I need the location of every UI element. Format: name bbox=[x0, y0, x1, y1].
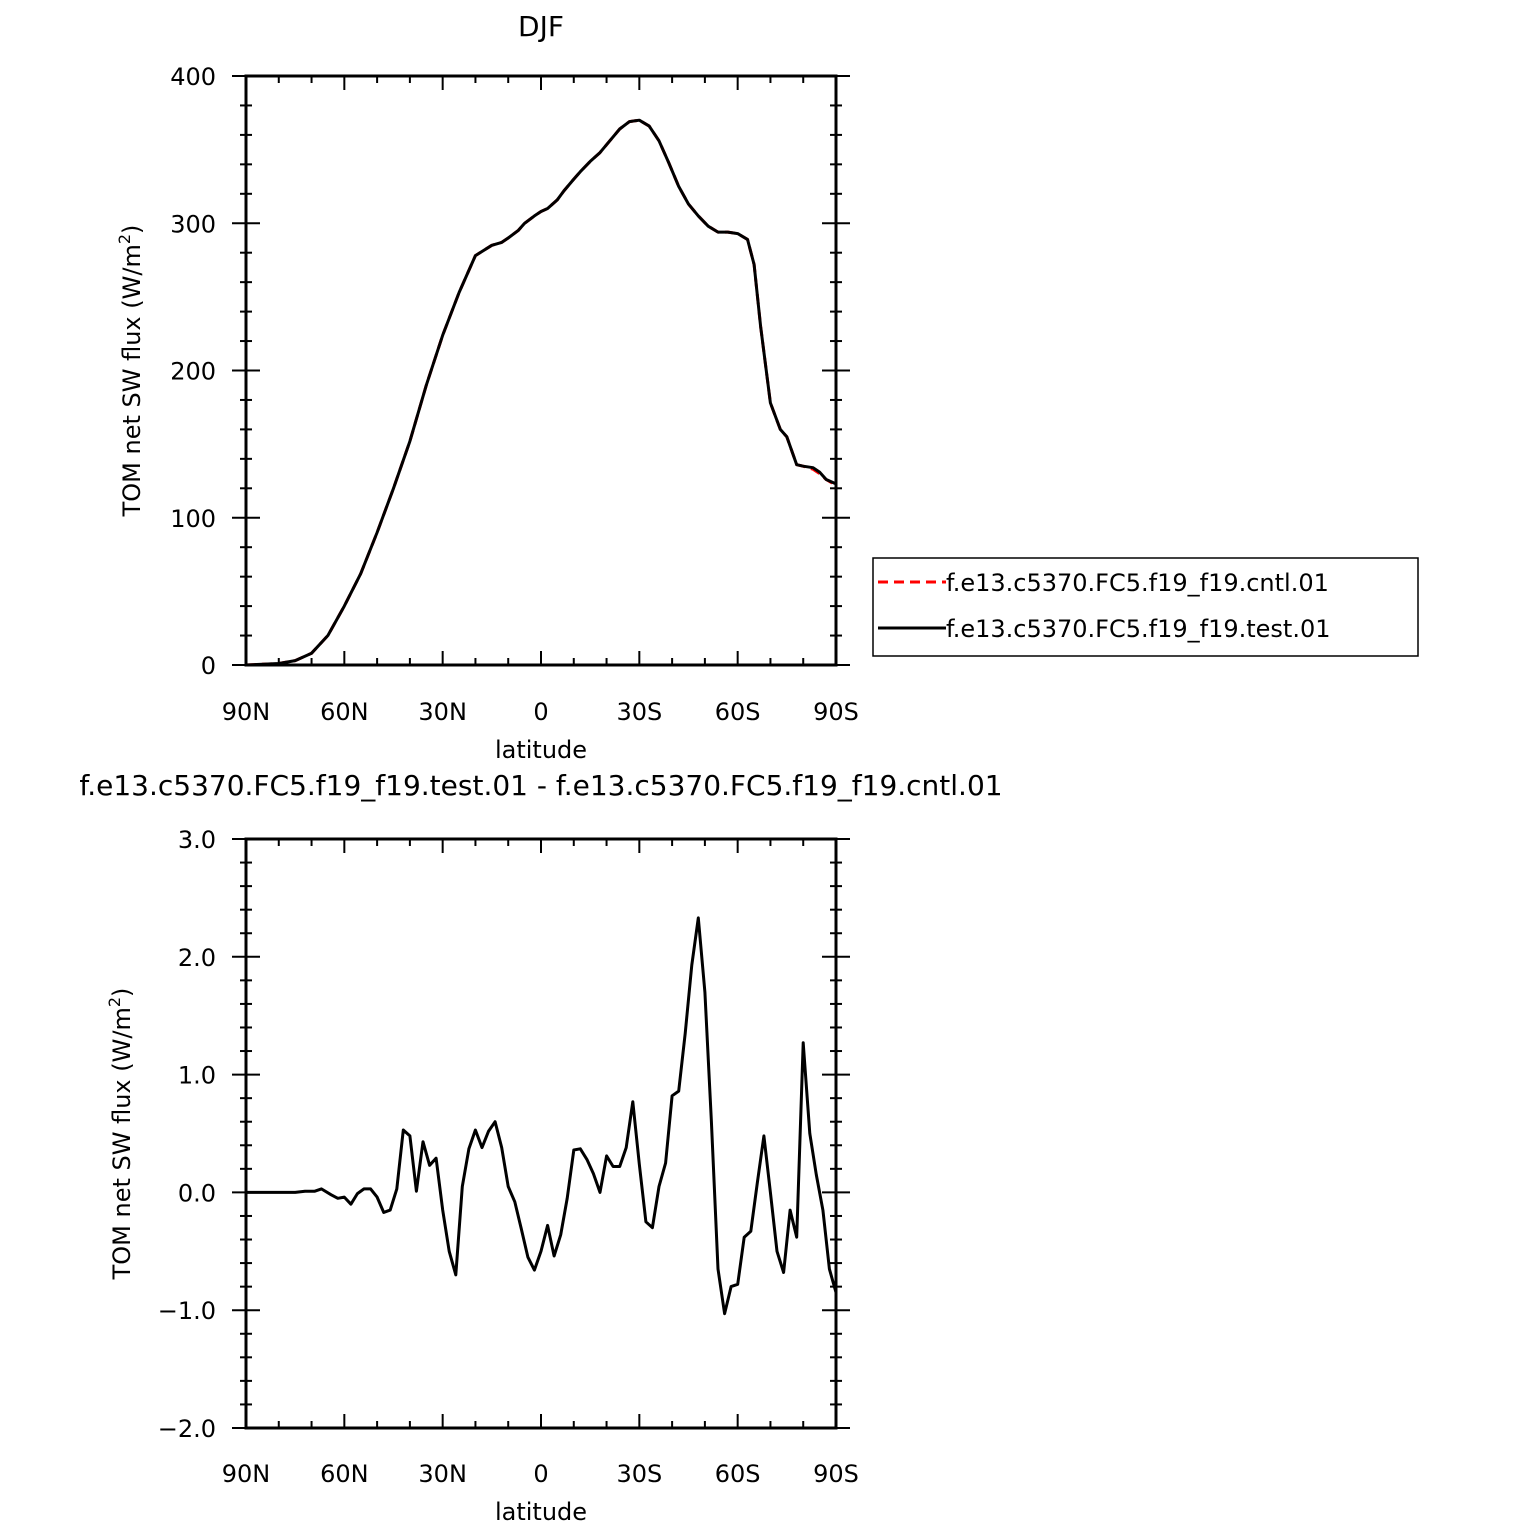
y-axis-label-end: ) bbox=[108, 988, 136, 997]
x-tick-label: 90N bbox=[222, 1460, 271, 1488]
y-axis-label-end: ) bbox=[118, 225, 146, 234]
x-tick-label: 60S bbox=[715, 1460, 761, 1488]
legend-box bbox=[872, 557, 1419, 657]
x-axis-label: latitude bbox=[495, 1498, 587, 1526]
y-axis-label-main: TOM net SW flux (W/m bbox=[108, 1007, 136, 1280]
chart-title: DJF bbox=[518, 10, 564, 43]
y-tick-label: 400 bbox=[170, 63, 216, 91]
y-axis-label: TOM net SW flux (W/m2) bbox=[115, 225, 146, 518]
y-tick-label: −1.0 bbox=[158, 1297, 216, 1325]
x-tick-label: 30N bbox=[418, 1460, 467, 1488]
x-tick-label: 60N bbox=[320, 698, 369, 726]
chart-2: f.e13.c5370.FC5.f19_f19.test.01 - f.e13.… bbox=[79, 769, 1002, 1526]
x-tick-label: 90S bbox=[813, 698, 859, 726]
series-group bbox=[246, 118, 836, 665]
x-tick-label: 30S bbox=[616, 698, 662, 726]
y-axis-label: TOM net SW flux (W/m2) bbox=[105, 988, 136, 1281]
y-axis-label-sup: 2 bbox=[115, 234, 134, 244]
x-axis-label: latitude bbox=[495, 736, 587, 764]
y-tick-label: 0.0 bbox=[178, 1179, 216, 1207]
y-axis-label-main: TOM net SW flux (W/m bbox=[118, 244, 146, 517]
y-axis-label-sup: 2 bbox=[105, 997, 124, 1007]
series-line-1 bbox=[246, 916, 836, 1316]
chart-1: DJF 90N 60N 30N 0 30S 60S 90S 0 100 200 300 400 latit… bbox=[115, 10, 1419, 764]
legend-label-1: f.e13.c5370.FC5.f19_f19.cntl.01 bbox=[946, 569, 1329, 597]
x-tick-label: 30N bbox=[418, 698, 467, 726]
x-tick-label: 0 bbox=[533, 698, 548, 726]
x-tick-label: 60S bbox=[715, 698, 761, 726]
x-tick-label: 90N bbox=[222, 698, 271, 726]
y-tick-label: 200 bbox=[170, 358, 216, 386]
x-tick-label: 0 bbox=[533, 1460, 548, 1488]
y-tick-label: 3.0 bbox=[178, 826, 216, 854]
y-tick-label: 1.0 bbox=[178, 1062, 216, 1090]
y-tick-label: 0 bbox=[201, 652, 216, 680]
y-tick-label: 100 bbox=[170, 505, 216, 533]
legend: f.e13.c5370.FC5.f19_f19.cntl.01 f.e13.c53… bbox=[872, 557, 1419, 657]
chart-title: f.e13.c5370.FC5.f19_f19.test.01 - f.e13.… bbox=[79, 769, 1002, 802]
x-tick-label: 60N bbox=[320, 1460, 369, 1488]
y-tick-label: −2.0 bbox=[158, 1415, 216, 1443]
y-tick-label: 300 bbox=[170, 210, 216, 238]
y-tick-label: 2.0 bbox=[178, 944, 216, 972]
x-tick-label: 30S bbox=[616, 1460, 662, 1488]
legend-label-2: f.e13.c5370.FC5.f19_f19.test.01 bbox=[946, 615, 1331, 643]
series-line-1 bbox=[246, 118, 836, 665]
plot-frame bbox=[244, 74, 838, 667]
series-line-2 bbox=[246, 118, 836, 665]
series-group bbox=[246, 916, 836, 1316]
x-tick-label: 90S bbox=[813, 1460, 859, 1488]
plot-frame bbox=[244, 837, 838, 1430]
